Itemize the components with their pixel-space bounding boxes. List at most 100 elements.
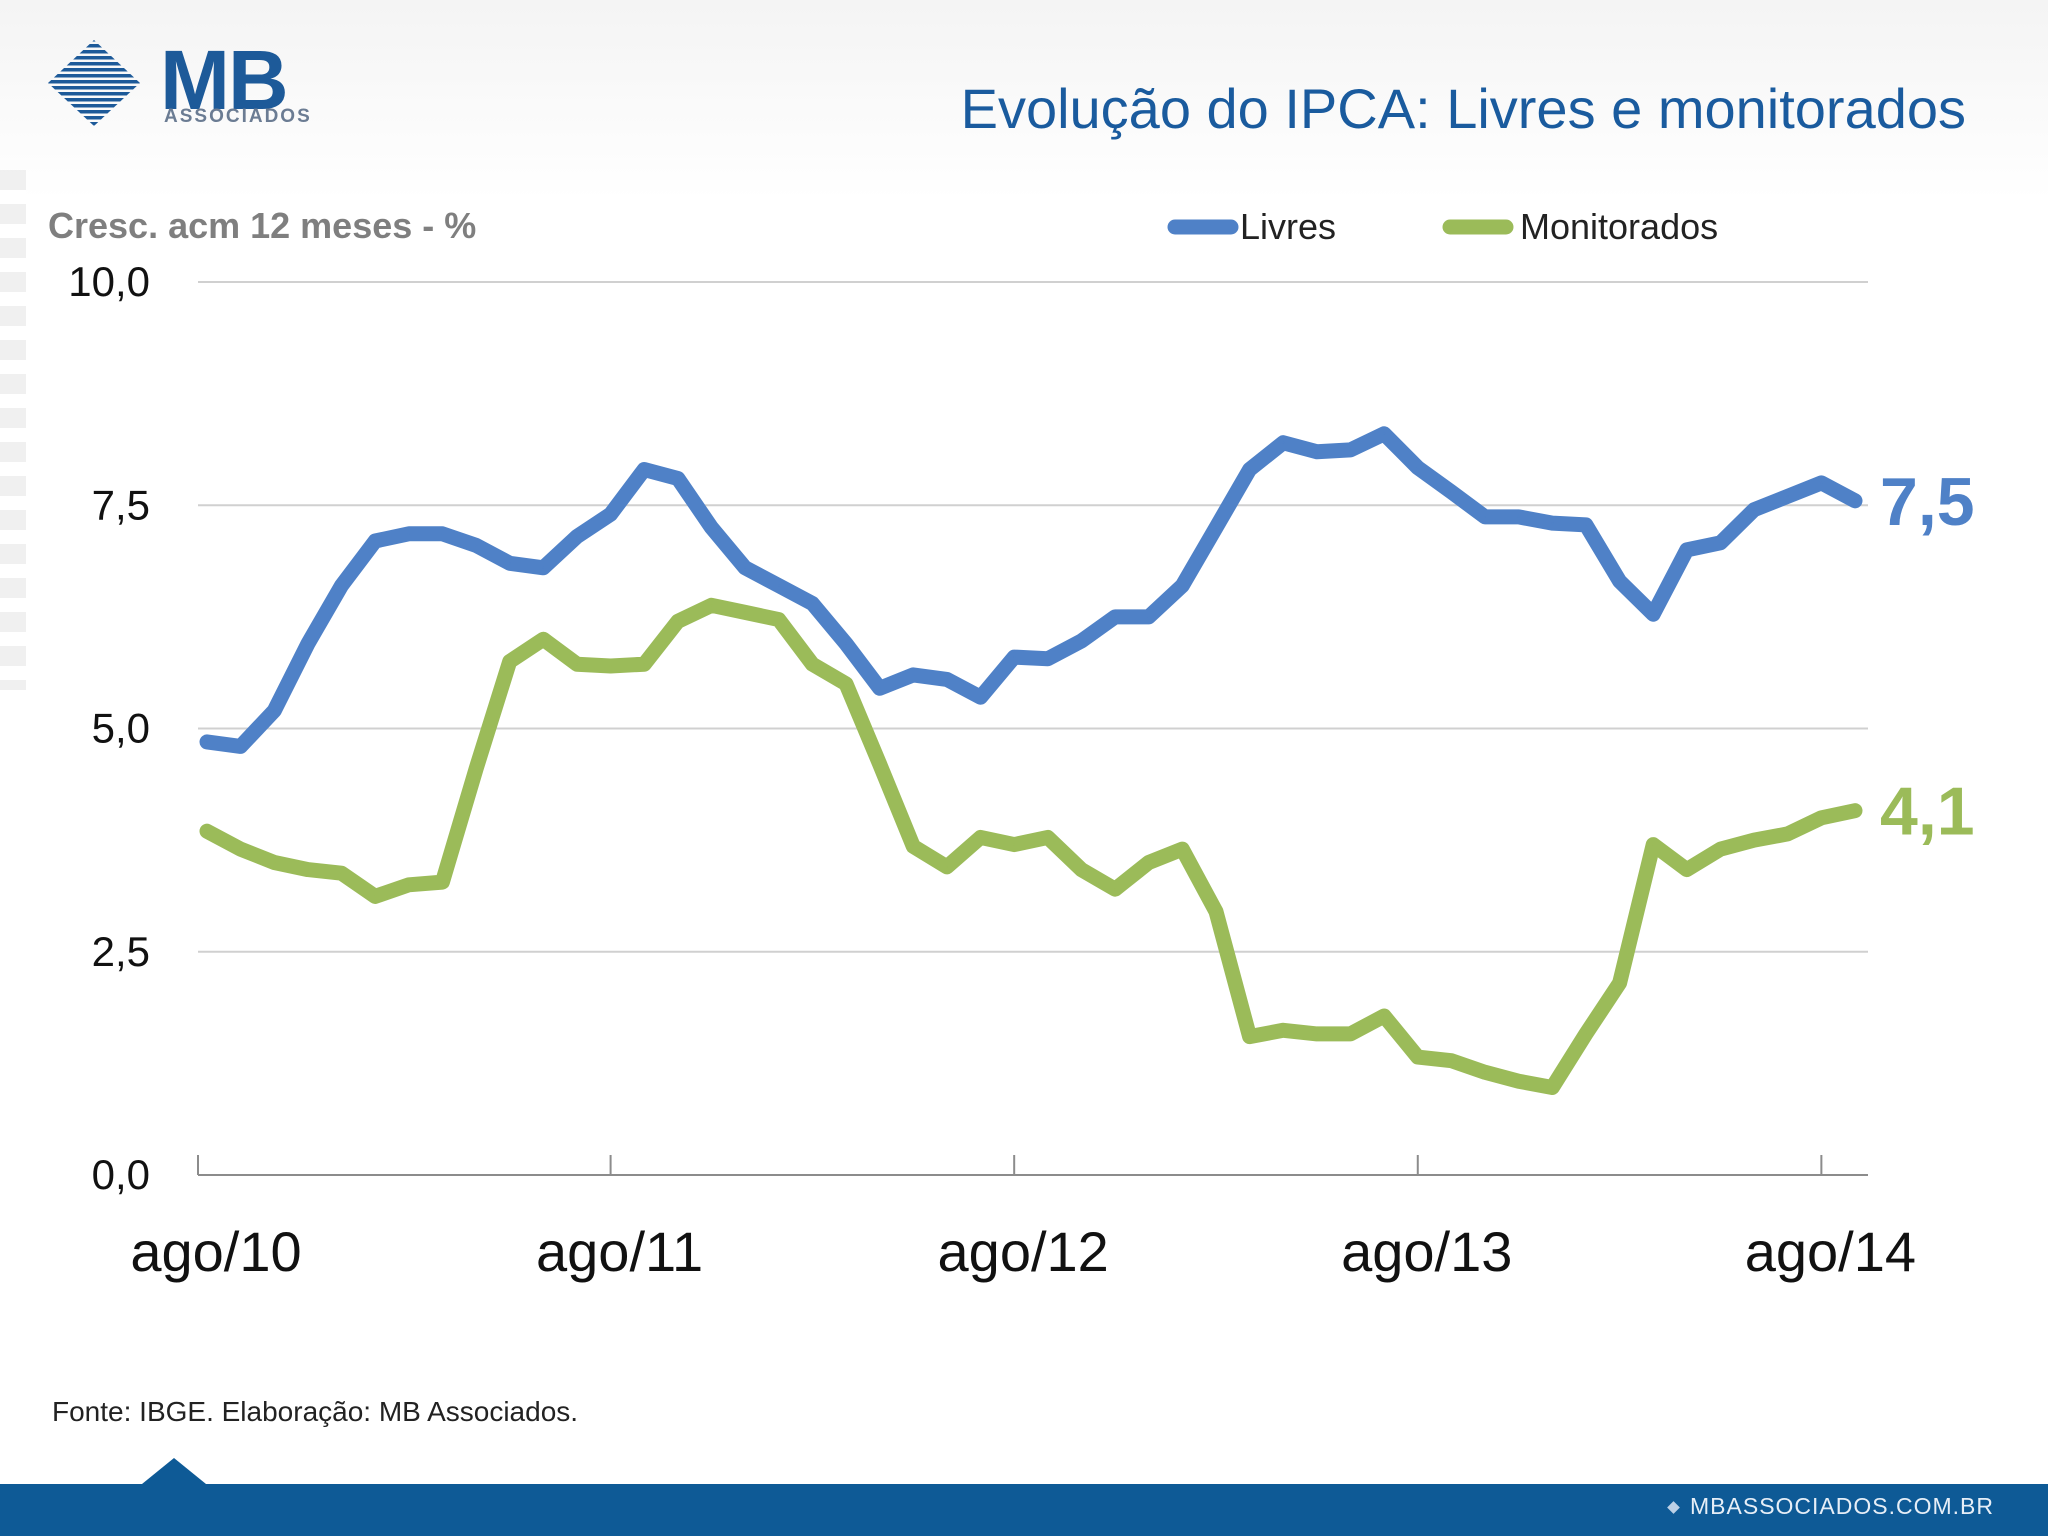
data-point-livres	[1315, 450, 1318, 453]
data-point-monitorados	[475, 767, 478, 770]
data-point-livres	[340, 584, 343, 587]
chart-axes	[197, 1155, 1868, 1176]
data-point-monitorados	[912, 845, 915, 848]
data-point-monitorados	[1416, 1056, 1419, 1059]
data-point-livres	[441, 532, 444, 535]
data-point-monitorados	[1147, 861, 1150, 864]
data-point-livres	[575, 535, 578, 538]
data-point-livres	[239, 745, 242, 748]
data-point-monitorados	[1551, 1086, 1554, 1089]
data-point-monitorados	[273, 861, 276, 864]
logo-subtext: ASSOCIADOS	[164, 106, 312, 127]
data-point-livres	[912, 673, 915, 676]
data-point-monitorados	[609, 664, 612, 667]
data-point-monitorados	[1080, 868, 1083, 871]
footer-website[interactable]: MBASSOCIADOS.COM.BR	[1667, 1493, 1994, 1520]
data-point-monitorados	[1046, 836, 1049, 839]
data-point-livres	[542, 566, 545, 569]
footer-website-label: MBASSOCIADOS.COM.BR	[1690, 1493, 1994, 1519]
data-point-monitorados	[1854, 809, 1856, 812]
data-point-monitorados	[979, 836, 982, 839]
data-point-livres	[1248, 468, 1251, 471]
data-point-monitorados	[878, 763, 881, 766]
data-point-livres	[1013, 656, 1016, 659]
data-point-livres	[1214, 526, 1217, 529]
data-point-monitorados	[1450, 1059, 1453, 1062]
data-point-livres	[1147, 615, 1150, 618]
x-tick-label: ago/13	[1341, 1220, 1512, 1283]
data-point-livres	[1854, 499, 1856, 502]
data-point-monitorados	[1484, 1071, 1487, 1074]
y-tick-label: 0,0	[92, 1151, 150, 1198]
data-point-monitorados	[1349, 1032, 1352, 1035]
logo-diamond-icon	[48, 40, 140, 126]
header-background	[0, 0, 2048, 200]
data-point-monitorados	[744, 611, 747, 614]
data-point-livres	[811, 602, 814, 605]
y-tick-label: 10,0	[68, 258, 150, 305]
data-point-monitorados	[441, 881, 444, 884]
data-point-livres	[1719, 541, 1722, 544]
decorative-stripes	[0, 170, 26, 690]
data-point-livres	[979, 696, 982, 699]
data-point-monitorados	[1517, 1080, 1520, 1083]
data-point-monitorados	[407, 883, 410, 886]
data-point-monitorados	[676, 620, 679, 623]
series-line-monitorados	[199, 597, 1863, 1095]
series-line-livres	[199, 426, 1863, 754]
chart-series	[199, 426, 1863, 1095]
data-point-livres	[878, 687, 881, 690]
data-point-livres	[643, 468, 646, 471]
company-logo: MB ASSOCIADOS	[46, 38, 346, 138]
data-point-monitorados	[1315, 1032, 1318, 1035]
data-point-livres	[407, 532, 410, 535]
data-point-livres	[845, 642, 848, 645]
data-point-livres	[1181, 584, 1184, 587]
data-point-livres	[306, 642, 309, 645]
data-point-livres	[1618, 580, 1621, 583]
data-point-livres	[1383, 432, 1386, 435]
data-point-livres	[1416, 466, 1419, 469]
data-point-livres	[1753, 508, 1756, 511]
data-point-monitorados	[306, 868, 309, 871]
data-point-livres	[1685, 548, 1688, 551]
data-point-livres	[1786, 495, 1789, 498]
data-point-monitorados	[1618, 982, 1621, 985]
data-point-monitorados	[1753, 839, 1756, 842]
data-point-livres	[744, 566, 747, 569]
data-point-monitorados	[374, 895, 377, 898]
data-point-livres	[1551, 522, 1554, 525]
data-point-monitorados	[1282, 1029, 1285, 1032]
data-point-livres	[1652, 613, 1655, 616]
data-point-livres	[676, 477, 679, 480]
data-point-monitorados	[1685, 868, 1688, 871]
data-point-livres	[710, 526, 713, 529]
data-point-monitorados	[777, 618, 780, 621]
footer-bar	[0, 1484, 2048, 1536]
x-tick-label: ago/11	[536, 1220, 703, 1283]
data-point-monitorados	[643, 663, 646, 666]
data-point-monitorados	[945, 865, 948, 868]
y-tick-label: 5,0	[92, 705, 150, 752]
data-point-monitorados	[1786, 832, 1789, 835]
data-point-monitorados	[1820, 816, 1823, 819]
data-point-livres	[1584, 523, 1587, 526]
data-point-livres	[508, 562, 511, 565]
data-point-monitorados	[811, 663, 814, 666]
data-point-livres	[1517, 515, 1520, 518]
data-point-monitorados	[1383, 1015, 1386, 1018]
data-point-livres	[475, 544, 478, 547]
data-point-livres	[1046, 657, 1049, 660]
chart-gridlines	[198, 281, 1868, 953]
x-tick-label: ago/10	[130, 1220, 301, 1283]
x-tick-label: ago/12	[938, 1220, 1109, 1283]
data-point-monitorados	[1719, 848, 1722, 851]
data-point-livres	[609, 513, 612, 516]
data-point-monitorados	[575, 663, 578, 666]
data-point-monitorados	[508, 660, 511, 663]
data-point-livres	[206, 740, 208, 743]
chart-labels: Cresc. acm 12 meses - % 10,0 7,5 5,0 2,5 0,0…	[48, 205, 1975, 1283]
data-point-monitorados	[239, 848, 242, 851]
data-point-livres	[374, 539, 377, 542]
end-value-label-livres: 7,5	[1880, 464, 1975, 540]
